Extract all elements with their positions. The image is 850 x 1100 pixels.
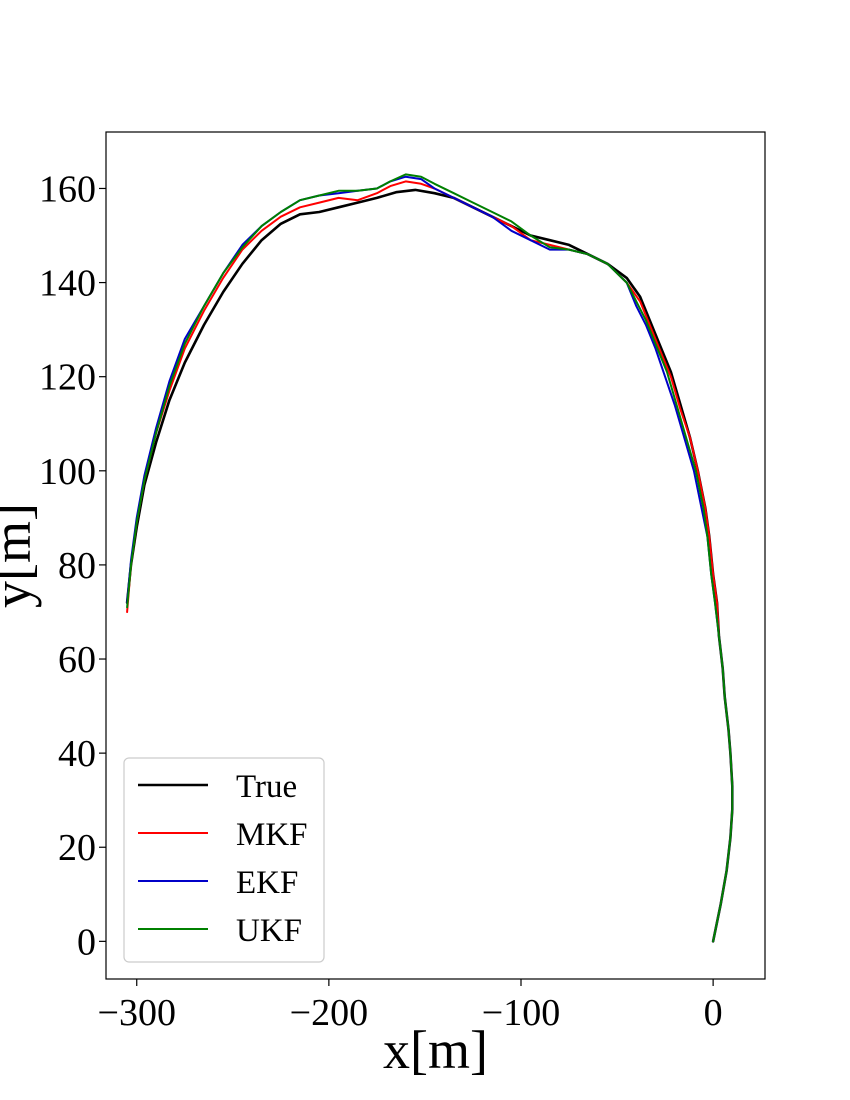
legend-label-true: True <box>236 769 297 805</box>
legend-box <box>123 757 325 963</box>
x-axis-label: x[m] <box>383 1020 488 1080</box>
plot-frame <box>105 131 766 980</box>
y-tick-label: 60 <box>58 639 96 681</box>
x-tick-label: −200 <box>290 992 368 1034</box>
x-tick-label: −100 <box>482 992 560 1034</box>
legend: True MKF EKF UKF <box>123 757 325 963</box>
y-tick-label: 20 <box>58 827 96 869</box>
series-line-ukf <box>126 173 734 943</box>
y-axis-label: y[m] <box>0 503 42 608</box>
y-tick-label: 140 <box>39 263 96 305</box>
legend-label-mkf: MKF <box>236 817 308 853</box>
x-tick-label: −300 <box>98 992 176 1034</box>
y-tick-label: 40 <box>58 733 96 775</box>
y-tick-label: 120 <box>39 357 96 399</box>
y-tick-label: 0 <box>77 921 96 963</box>
legend-label-ekf: EKF <box>236 865 298 901</box>
y-tick-label: 160 <box>39 168 96 210</box>
x-tick-label: 0 <box>704 992 723 1034</box>
y-tick-label: 100 <box>39 451 96 493</box>
legend-label-ukf: UKF <box>236 913 302 949</box>
series-layer <box>125 173 734 943</box>
y-tick-label: 80 <box>58 545 96 587</box>
ticks-layer: −300 −200 −100 0 0 20 40 60 80 100 120 140 160 <box>39 168 723 1034</box>
